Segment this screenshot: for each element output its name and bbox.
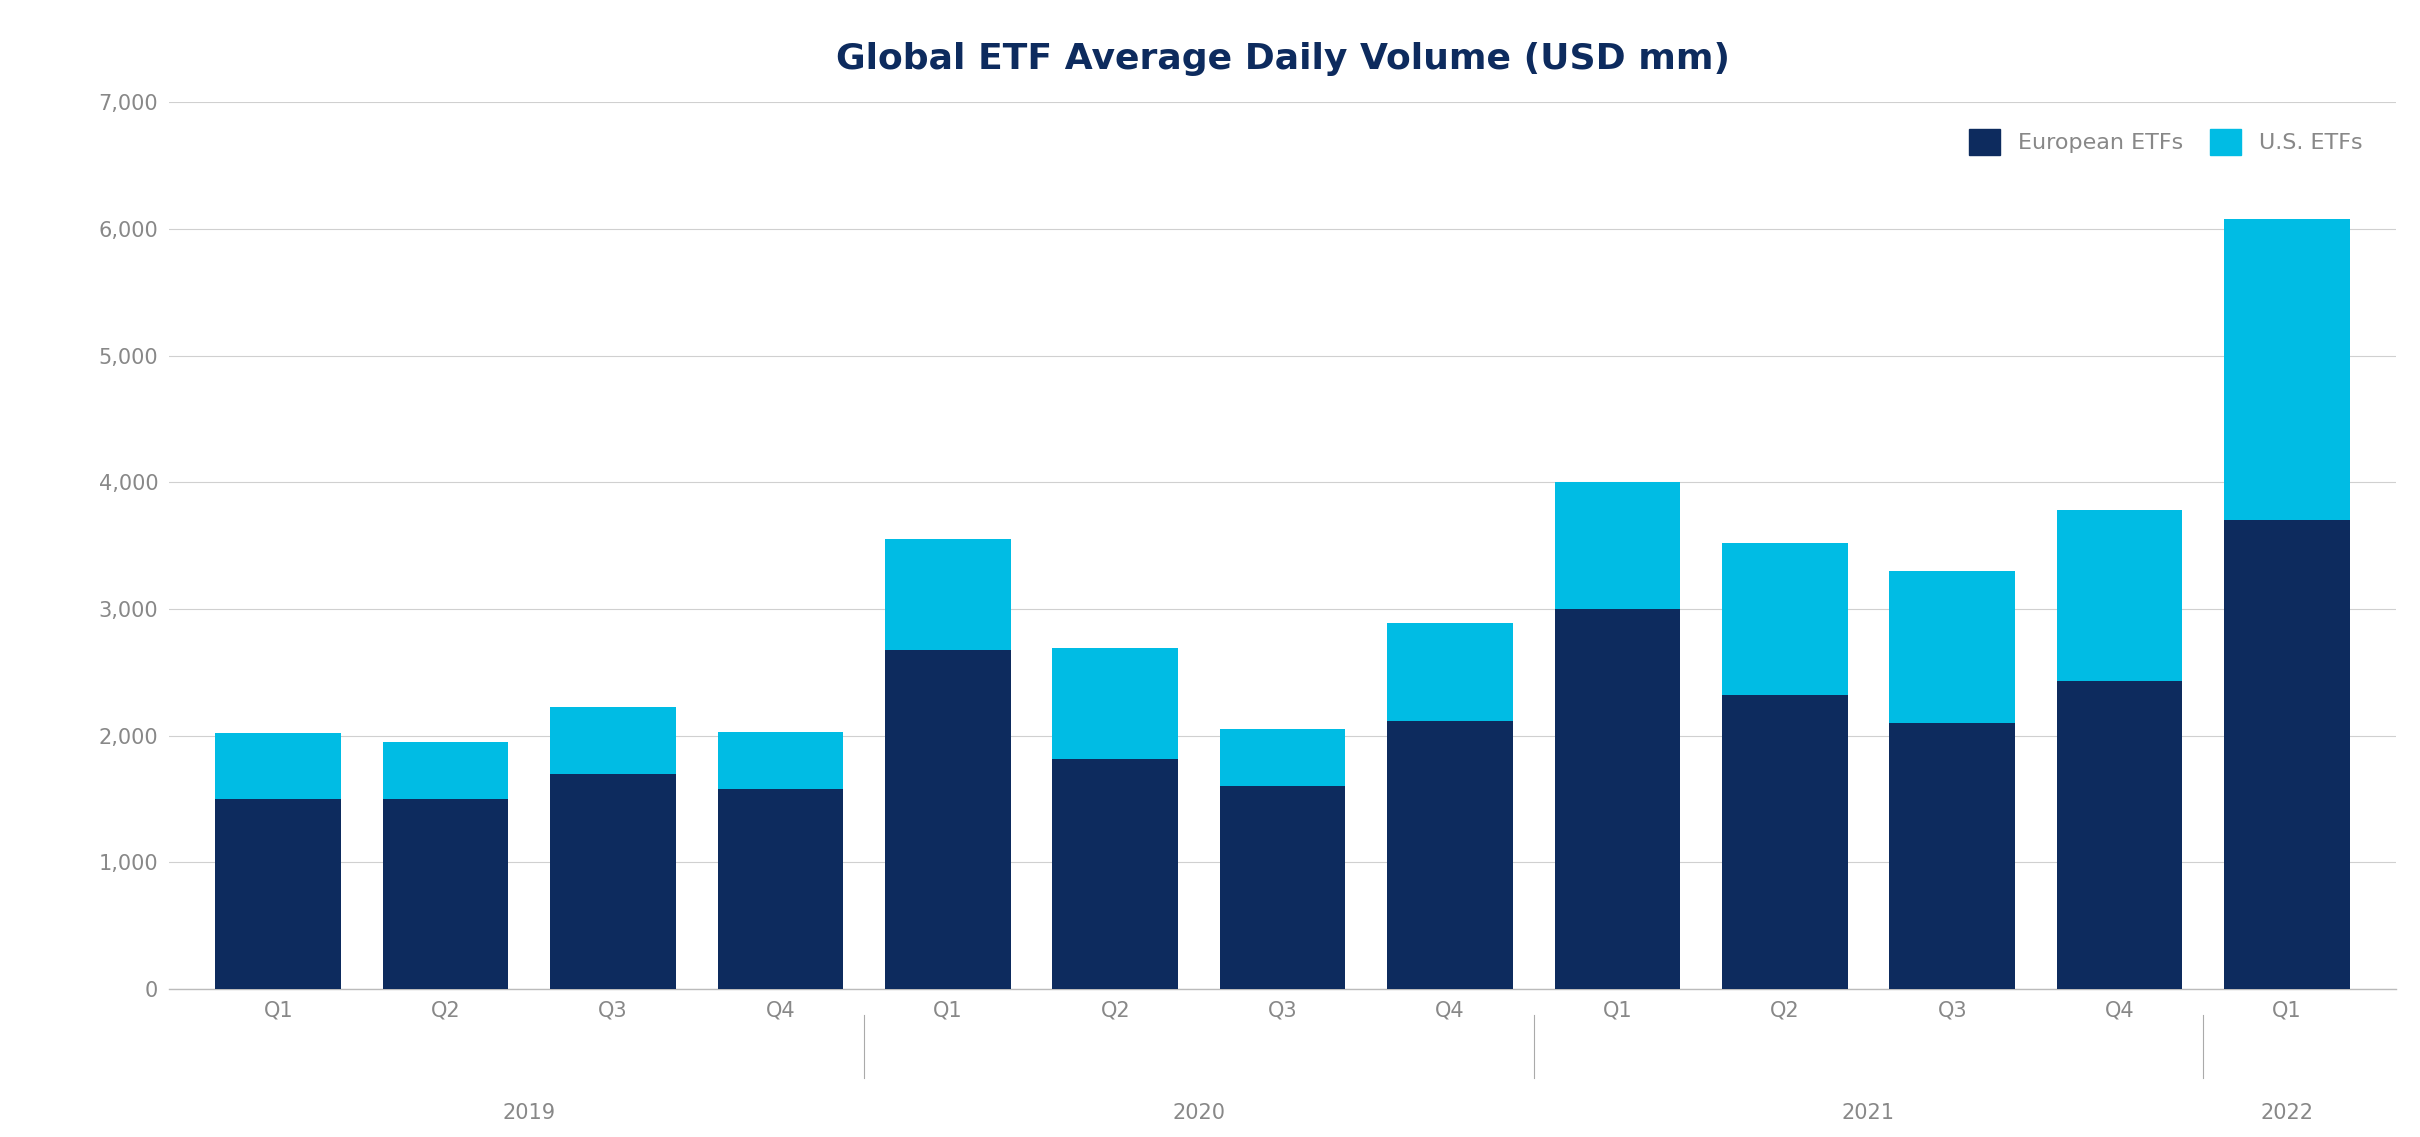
Bar [886,539,1012,649]
Bar [1554,609,1679,989]
Bar [1890,723,2016,989]
Bar [1053,758,1179,989]
Text: 2019: 2019 [503,1103,557,1123]
Bar [215,733,341,799]
Bar [382,799,508,989]
Bar [549,707,675,774]
Bar [215,799,341,989]
Legend: European ETFs, U.S. ETFs: European ETFs, U.S. ETFs [1958,118,2374,166]
Bar [1890,571,2016,723]
Bar [2224,521,2350,989]
Bar [886,649,1012,989]
Bar [1220,787,1346,989]
Bar [1723,543,1846,695]
Bar [2057,511,2183,681]
Bar [719,789,842,989]
Bar [1723,695,1846,989]
Bar [1387,721,1512,989]
Bar [1053,648,1179,758]
Text: 2022: 2022 [2260,1103,2314,1123]
Text: 2021: 2021 [1842,1103,1895,1123]
Text: 2020: 2020 [1171,1103,1225,1123]
Bar [549,774,675,989]
Bar [1554,482,1679,609]
Bar [1387,623,1512,721]
Bar [2224,219,2350,521]
Bar [1220,730,1346,787]
Title: Global ETF Average Daily Volume (USD mm): Global ETF Average Daily Volume (USD mm) [835,42,1730,76]
Bar [2057,681,2183,989]
Bar [719,732,842,789]
Bar [382,742,508,799]
